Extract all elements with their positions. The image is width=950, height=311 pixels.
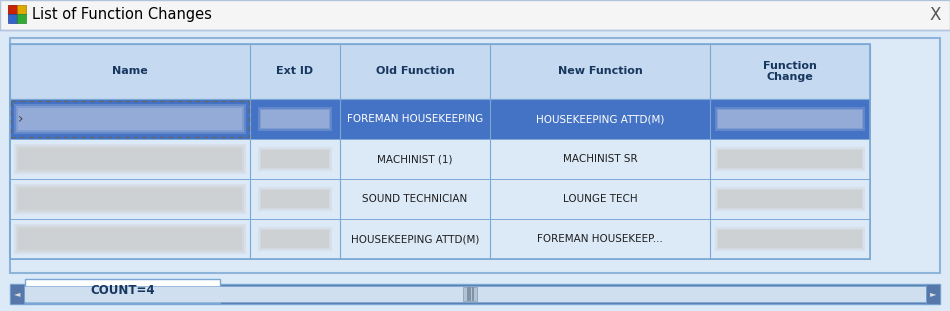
Text: New Function: New Function: [558, 67, 642, 77]
Bar: [261, 190, 329, 208]
Bar: [718, 190, 862, 208]
Bar: [16, 226, 244, 252]
Bar: [261, 230, 329, 248]
Bar: [261, 150, 329, 168]
Bar: [717, 189, 863, 209]
Bar: [258, 187, 332, 211]
Bar: [8, 14, 17, 23]
Bar: [260, 229, 330, 249]
Text: List of Function Changes: List of Function Changes: [32, 7, 212, 22]
Bar: [14, 104, 246, 134]
Bar: [10, 44, 870, 99]
Bar: [10, 219, 870, 259]
Bar: [10, 38, 940, 273]
Text: HOUSEKEEPING ATTD(M): HOUSEKEEPING ATTD(M): [351, 234, 479, 244]
Bar: [715, 107, 865, 131]
Bar: [926, 284, 940, 304]
Bar: [16, 146, 244, 172]
Bar: [258, 107, 332, 131]
Bar: [17, 5, 26, 14]
Bar: [261, 110, 329, 128]
Text: MACHINIST SR: MACHINIST SR: [562, 154, 637, 164]
Text: FOREMAN HOUSEKEEPING: FOREMAN HOUSEKEEPING: [347, 114, 484, 124]
Text: Ext ID: Ext ID: [276, 67, 314, 77]
Bar: [717, 229, 863, 249]
Text: Old Function: Old Function: [375, 67, 454, 77]
Text: FOREMAN HOUSEKEEP...: FOREMAN HOUSEKEEP...: [537, 234, 663, 244]
Text: SOUND TECHNICIAN: SOUND TECHNICIAN: [362, 194, 467, 204]
Bar: [260, 149, 330, 169]
Text: X: X: [929, 6, 940, 24]
Bar: [718, 150, 862, 168]
Bar: [16, 106, 244, 132]
Bar: [463, 287, 477, 301]
Bar: [258, 147, 332, 171]
Text: MACHINIST (1): MACHINIST (1): [377, 154, 453, 164]
Bar: [718, 110, 862, 128]
Text: Function
Change: Function Change: [763, 61, 817, 82]
Bar: [10, 179, 870, 219]
Text: HOUSEKEEPING ATTD(M): HOUSEKEEPING ATTD(M): [536, 114, 664, 124]
Bar: [11, 101, 249, 137]
Bar: [0, 0, 950, 30]
Text: ◄: ◄: [13, 290, 20, 299]
Text: COUNT=4: COUNT=4: [90, 285, 155, 298]
Bar: [18, 148, 242, 170]
Bar: [715, 227, 865, 251]
Bar: [10, 284, 24, 304]
Bar: [10, 99, 870, 139]
Bar: [16, 186, 244, 212]
Bar: [18, 188, 242, 210]
Bar: [260, 109, 330, 129]
Text: ›: ›: [18, 112, 24, 126]
Bar: [18, 108, 242, 130]
Bar: [715, 147, 865, 171]
Bar: [8, 5, 17, 14]
Bar: [717, 109, 863, 129]
Bar: [715, 187, 865, 211]
Bar: [18, 228, 242, 250]
Text: LOUNGE TECH: LOUNGE TECH: [562, 194, 637, 204]
Text: Name: Name: [112, 67, 148, 77]
Text: ►: ►: [930, 290, 937, 299]
Bar: [14, 144, 246, 174]
Bar: [718, 230, 862, 248]
Bar: [25, 279, 220, 303]
Bar: [10, 44, 870, 259]
Bar: [24, 286, 926, 302]
Bar: [717, 149, 863, 169]
Bar: [260, 189, 330, 209]
Bar: [14, 224, 246, 254]
Bar: [17, 14, 26, 23]
Bar: [10, 284, 940, 304]
Bar: [258, 227, 332, 251]
Bar: [14, 184, 246, 214]
Bar: [10, 139, 870, 179]
